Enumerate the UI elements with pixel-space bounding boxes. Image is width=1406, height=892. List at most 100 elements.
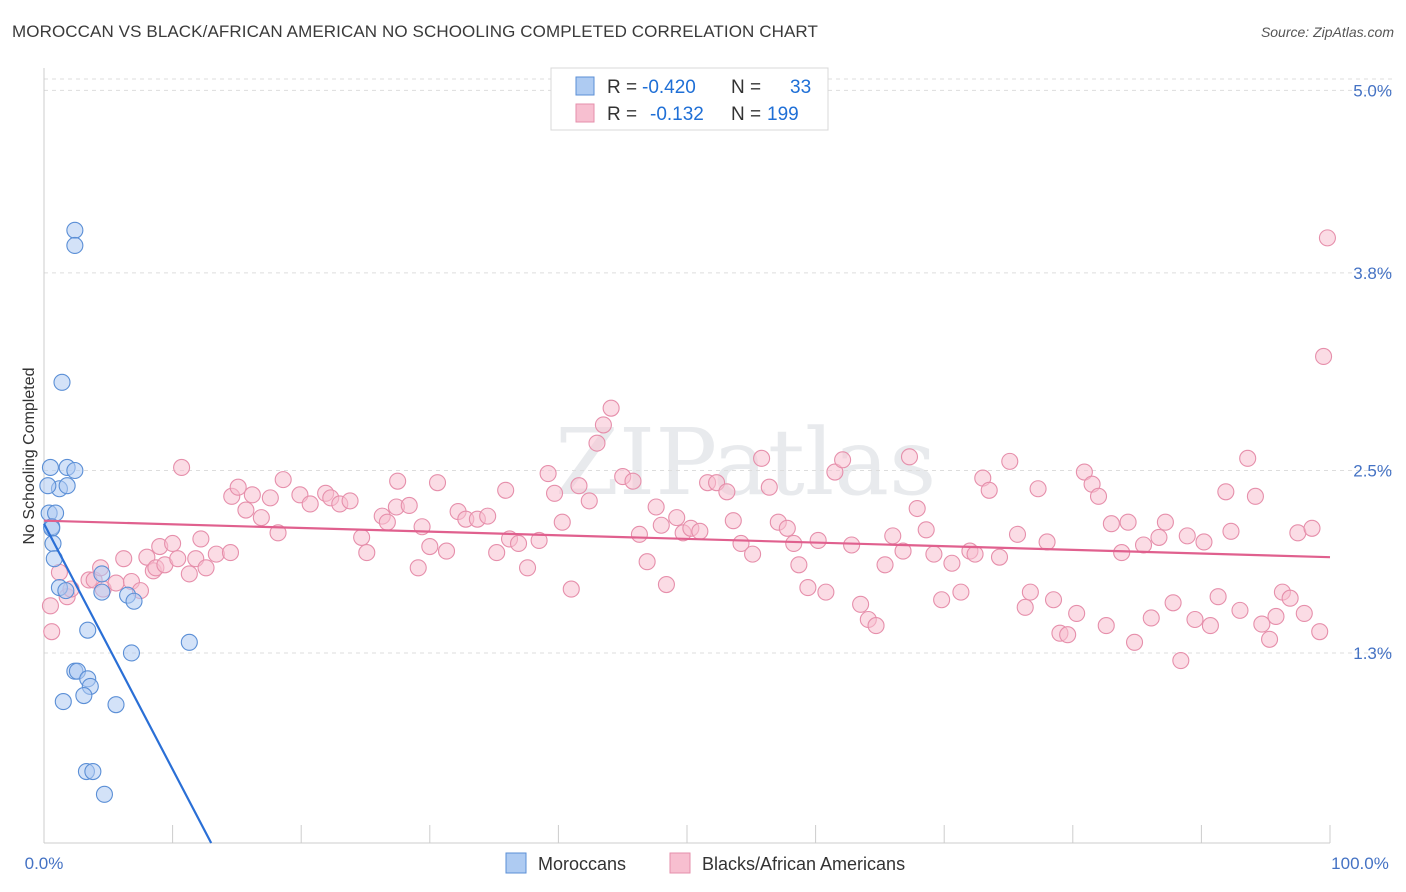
blacks-point — [1318, 229, 1336, 247]
y-axis-title: No Schooling Completed — [21, 368, 38, 545]
blacks-point — [269, 524, 287, 542]
blacks-point — [834, 451, 852, 469]
legend-n-label-2: N = — [731, 104, 761, 125]
blacks-point — [421, 537, 439, 556]
blacks-point — [799, 579, 817, 597]
blacks-point — [630, 525, 648, 543]
y-tick-label: 2.5% — [1353, 462, 1392, 481]
x-tick-label-max: 100.0% — [1331, 854, 1389, 873]
trend-line-moroccans — [43, 523, 213, 844]
blacks-point — [1303, 519, 1321, 537]
blacks-point — [588, 434, 606, 452]
blacks-point — [107, 574, 125, 592]
blacks-point — [1089, 487, 1108, 505]
blacks-point — [243, 486, 261, 504]
legend-n-value-1: 33 — [790, 77, 811, 98]
x-tick-label-min: 0.0% — [25, 854, 64, 873]
blacks-point — [691, 522, 709, 540]
legend-swatch-moroccans — [575, 76, 595, 96]
blacks-point — [1295, 604, 1313, 622]
legend-n-label-1: N = — [731, 77, 761, 98]
blacks-point — [1021, 583, 1039, 601]
blacks-point — [518, 559, 537, 577]
blacks-point — [1246, 487, 1264, 505]
bottom-legend-swatch-moroccans — [505, 852, 527, 874]
blacks-point — [1097, 617, 1115, 635]
y-tick-label: 5.0% — [1353, 81, 1392, 100]
blacks-point — [980, 481, 998, 499]
blacks-point — [1239, 449, 1257, 467]
blacks-point — [817, 583, 835, 601]
blacks-point — [1195, 533, 1213, 551]
blacks-point — [657, 575, 675, 594]
blacks-point — [1156, 513, 1174, 531]
correlation-legend: R = -0.420 N = 33 R = -0.132 N = 199 — [550, 67, 829, 131]
blacks-point — [409, 559, 427, 577]
blacks-point — [760, 478, 778, 496]
blacks-point — [180, 565, 198, 583]
legend-r-value-2: -0.132 — [650, 104, 704, 125]
moroccans-point — [75, 686, 93, 705]
blacks-point — [197, 559, 215, 577]
blacks-point — [580, 492, 598, 510]
blacks-point — [1261, 630, 1279, 648]
blacks-point — [1178, 527, 1196, 545]
blacks-point — [1311, 623, 1329, 641]
blacks-point — [229, 478, 247, 496]
moroccans-point — [57, 582, 75, 600]
blacks-point — [668, 509, 686, 527]
blacks-point — [908, 499, 926, 518]
blacks-point — [261, 489, 279, 507]
blacks-point — [1134, 536, 1153, 554]
blacks-point — [169, 550, 187, 568]
legend-swatch-blacks — [575, 103, 595, 123]
blacks-point — [1029, 480, 1047, 498]
blacks-point — [638, 553, 656, 571]
blacks-point — [41, 597, 59, 615]
moroccans-point — [44, 534, 62, 553]
blacks-point — [624, 472, 642, 490]
blacks-point — [358, 544, 376, 562]
moroccans-point — [41, 458, 59, 477]
moroccans-point — [95, 785, 113, 803]
moroccans-point — [58, 477, 76, 495]
blacks-point — [570, 477, 588, 495]
blacks-point — [221, 544, 240, 562]
series-legend: Moroccans Blacks/African Americans — [505, 852, 905, 874]
moroccans-point — [79, 621, 97, 639]
blacks-point — [437, 542, 456, 560]
blacks-point — [852, 595, 870, 613]
blacks-point — [718, 483, 736, 501]
blacks-point — [990, 548, 1009, 566]
blacks-point — [843, 536, 861, 554]
blacks-point — [952, 583, 970, 601]
blacks-point — [867, 617, 885, 635]
moroccans-point — [66, 236, 84, 255]
moroccans-point — [39, 477, 57, 495]
blacks-point — [724, 512, 742, 530]
blacks-point — [173, 458, 191, 477]
blacks-point — [785, 534, 803, 553]
blacks-point — [1008, 525, 1027, 543]
blacks-point — [1267, 607, 1285, 626]
blacks-point — [1142, 609, 1160, 627]
moroccans-point — [93, 565, 111, 583]
chart-title: MOROCCAN VS BLACK/AFRICAN AMERICAN NO SC… — [12, 22, 818, 41]
blacks-point — [530, 531, 548, 549]
watermark: ZIPatlas — [555, 409, 936, 516]
blacks-point — [1217, 483, 1235, 501]
moroccans-point — [66, 461, 84, 480]
pink-points — [41, 229, 1336, 670]
legend-r-label-1: R = — [607, 77, 637, 98]
y-tick-label: 1.3% — [1353, 644, 1392, 663]
blacks-point — [497, 481, 515, 499]
blacks-point — [1125, 633, 1144, 651]
blacks-point — [43, 623, 61, 641]
blacks-point — [1315, 347, 1333, 366]
legend-n-value-2: 199 — [767, 104, 799, 125]
blacks-point — [790, 556, 808, 574]
blacks-point — [428, 474, 447, 492]
blacks-point — [1001, 452, 1019, 470]
blacks-point — [353, 528, 371, 546]
